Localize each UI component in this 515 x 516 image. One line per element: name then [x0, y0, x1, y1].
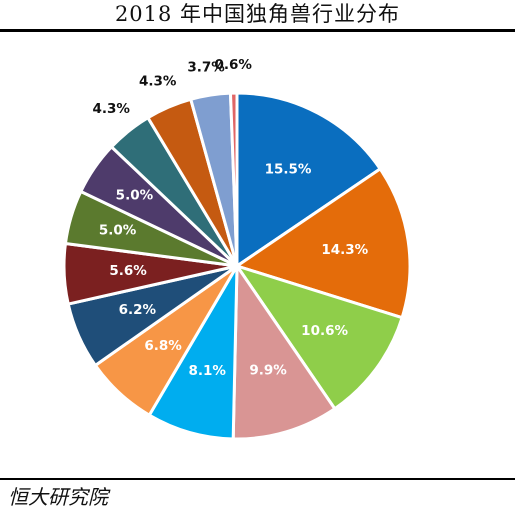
pie-slice	[235, 264, 404, 411]
source-note: 恒大研究院	[8, 485, 108, 509]
pie-slices	[62, 91, 412, 441]
slice-label: 0.6%	[214, 57, 252, 73]
pie-slice	[228, 91, 239, 268]
slice-label: 9.9%	[249, 363, 287, 379]
pie-slice	[235, 167, 412, 320]
slice-label: 14.3%	[321, 242, 368, 258]
slice-label: 5.0%	[99, 223, 137, 239]
chart-title: 2018 年中国独角兽行业分布	[114, 2, 401, 26]
pie-slice	[231, 264, 337, 441]
top-rule	[0, 29, 515, 32]
slice-label: 4.3%	[92, 101, 130, 117]
slice-label: 5.0%	[116, 187, 154, 203]
pie-slice	[235, 91, 382, 268]
slice-label: 6.8%	[144, 338, 182, 354]
pie-slice	[147, 264, 239, 441]
slice-label: 8.1%	[188, 363, 226, 379]
slice-label: 15.5%	[265, 162, 312, 178]
slice-label: 5.6%	[109, 263, 147, 279]
bottom-rule	[0, 478, 515, 480]
slice-labels: 15.5% 14.3% 10.6% 9.9% 8.1% 6.8% 6.2% 5.6% 5.0% 5…	[92, 57, 368, 379]
slice-label: 4.3%	[139, 73, 177, 89]
slice-label: 10.6%	[301, 323, 348, 339]
slice-label: 3.7%	[187, 59, 225, 75]
slice-label: 6.2%	[119, 302, 157, 318]
